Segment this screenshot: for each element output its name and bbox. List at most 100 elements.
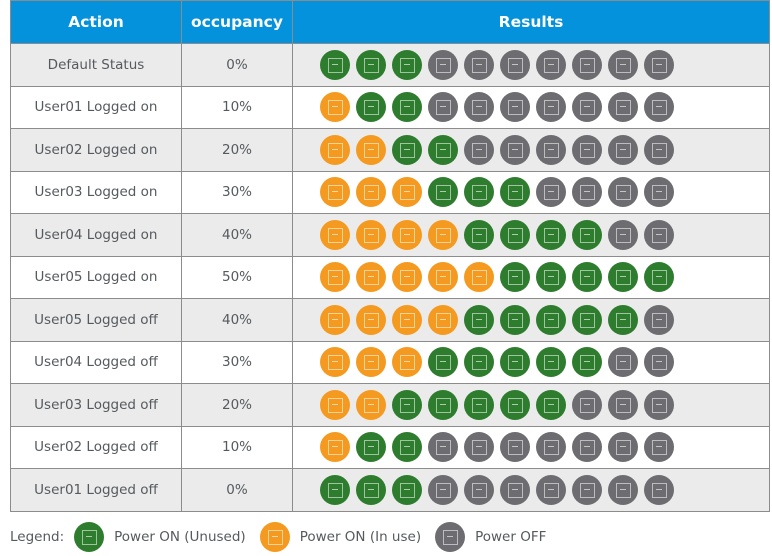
vm-power-off-icon xyxy=(608,389,638,420)
vm-power-on-in-use-icon xyxy=(428,304,458,335)
vm-power-on-unused-icon xyxy=(320,49,350,80)
vm-power-on-in-use-icon xyxy=(320,92,350,123)
vm-power-off-icon xyxy=(572,49,602,80)
vm-power-on-unused-icon xyxy=(392,389,422,420)
vm-power-on-in-use-icon xyxy=(428,262,458,293)
vm-power-on-unused-icon xyxy=(572,304,602,335)
vm-power-on-in-use-icon xyxy=(356,134,386,165)
vm-power-on-unused-icon xyxy=(464,177,494,208)
results-cell xyxy=(292,425,770,469)
occupancy-cell: 50% xyxy=(181,255,293,299)
table-row: User01 Logged off 0% xyxy=(10,468,770,512)
vm-power-on-unused-icon xyxy=(428,347,458,378)
vm-power-off-icon xyxy=(644,304,674,335)
vm-power-off-icon xyxy=(500,49,530,80)
vm-power-off-icon xyxy=(644,432,674,463)
vm-power-on-unused-icon xyxy=(572,262,602,293)
vm-power-on-in-use-icon xyxy=(320,347,350,378)
vm-power-on-unused-icon xyxy=(464,219,494,250)
occupancy-cell: 10% xyxy=(181,425,293,469)
vm-power-on-unused-icon xyxy=(74,522,105,552)
action-cell: User03 Logged on xyxy=(10,170,182,214)
table-row: Default Status 0% xyxy=(10,43,770,87)
vm-power-on-unused-icon xyxy=(572,347,602,378)
occupancy-cell: 10% xyxy=(181,85,293,129)
results-cell xyxy=(292,340,770,384)
vm-power-off-icon xyxy=(644,177,674,208)
vm-power-off-icon xyxy=(435,522,466,552)
vm-power-off-icon xyxy=(536,92,566,123)
results-cell xyxy=(292,85,770,129)
table-row: User02 Logged on 20% xyxy=(10,128,770,172)
vm-power-off-icon xyxy=(608,134,638,165)
vm-power-off-icon xyxy=(572,389,602,420)
vm-power-off-icon xyxy=(608,49,638,80)
vm-power-on-in-use-icon xyxy=(392,304,422,335)
vm-power-on-unused-icon xyxy=(356,474,386,505)
vm-power-on-unused-icon xyxy=(500,177,530,208)
vm-power-on-unused-icon xyxy=(500,347,530,378)
vm-power-on-unused-icon xyxy=(644,262,674,293)
vm-power-on-unused-icon xyxy=(392,474,422,505)
vm-power-on-in-use-icon xyxy=(259,522,290,552)
header-row: Action occupancy Results xyxy=(10,0,770,44)
vm-power-off-icon xyxy=(536,134,566,165)
occupancy-cell: 40% xyxy=(181,298,293,342)
results-cell xyxy=(292,468,770,512)
action-cell: User02 Logged off xyxy=(10,425,182,469)
vm-power-on-unused-icon xyxy=(536,219,566,250)
vm-power-off-icon xyxy=(428,474,458,505)
vm-power-on-in-use-icon xyxy=(464,262,494,293)
vm-power-off-icon xyxy=(536,474,566,505)
vm-power-on-unused-icon xyxy=(536,389,566,420)
vm-power-on-unused-icon xyxy=(392,134,422,165)
vm-power-off-icon xyxy=(464,474,494,505)
legend-items: Power ON (Unused) Power ON (In use) Power … xyxy=(74,522,560,552)
vm-power-on-unused-icon xyxy=(428,177,458,208)
legend-title: Legend: xyxy=(10,529,65,545)
vm-power-on-unused-icon xyxy=(536,304,566,335)
vm-power-on-unused-icon xyxy=(392,92,422,123)
table-row: User05 Logged off 40% xyxy=(10,298,770,342)
vm-power-off-icon xyxy=(428,49,458,80)
table-body: Default Status 0% User01 Logged on 10% User0… xyxy=(10,43,770,512)
vm-power-off-icon xyxy=(644,49,674,80)
vm-power-off-icon xyxy=(572,432,602,463)
vm-power-on-in-use-icon xyxy=(320,304,350,335)
vm-power-on-in-use-icon xyxy=(392,219,422,250)
action-cell: User04 Logged off xyxy=(10,340,182,384)
vm-power-off-icon xyxy=(428,432,458,463)
table-row: User01 Logged on 10% xyxy=(10,85,770,129)
vm-power-on-in-use-icon xyxy=(320,432,350,463)
results-cell xyxy=(292,128,770,172)
vm-power-on-in-use-icon xyxy=(392,262,422,293)
vm-power-off-icon xyxy=(572,474,602,505)
vm-power-on-in-use-icon xyxy=(356,389,386,420)
vm-power-on-unused-icon xyxy=(356,49,386,80)
vm-power-on-unused-icon xyxy=(608,304,638,335)
occupancy-cell: 0% xyxy=(181,43,293,87)
vm-power-on-unused-icon xyxy=(320,474,350,505)
vm-power-on-in-use-icon xyxy=(320,177,350,208)
table-row: User04 Logged off 30% xyxy=(10,340,770,384)
results-cell xyxy=(292,255,770,299)
vm-power-off-icon xyxy=(500,134,530,165)
table-row: User02 Logged off 10% xyxy=(10,425,770,469)
vm-power-on-in-use-icon xyxy=(320,262,350,293)
vm-power-on-unused-icon xyxy=(356,432,386,463)
vm-power-on-in-use-icon xyxy=(356,177,386,208)
vm-power-off-icon xyxy=(644,347,674,378)
action-cell: User04 Logged on xyxy=(10,213,182,257)
table-row: User05 Logged on 50% xyxy=(10,255,770,299)
vm-power-on-unused-icon xyxy=(500,262,530,293)
results-cell xyxy=(292,170,770,214)
vm-power-off-icon xyxy=(464,432,494,463)
vm-power-on-in-use-icon xyxy=(356,347,386,378)
vm-occupancy-table: Action occupancy Results Default Status 0… xyxy=(10,0,770,512)
action-cell: User05 Logged on xyxy=(10,255,182,299)
vm-power-off-icon xyxy=(608,92,638,123)
vm-power-on-unused-icon xyxy=(464,389,494,420)
occupancy-cell: 20% xyxy=(181,383,293,427)
vm-power-on-unused-icon xyxy=(572,219,602,250)
vm-power-on-unused-icon xyxy=(392,49,422,80)
